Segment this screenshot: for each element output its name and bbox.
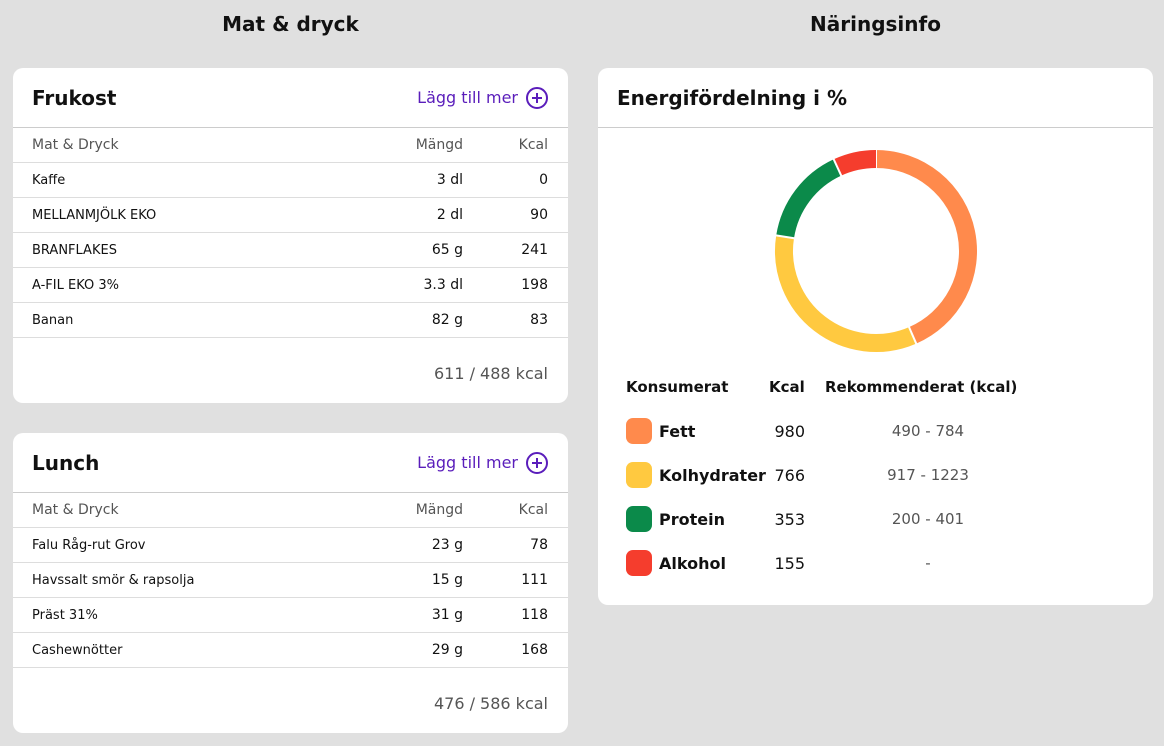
food-name: Falu Råg-rut Grov	[32, 537, 146, 553]
legend-recommended: -	[925, 554, 931, 572]
lunch-title: Lunch	[32, 450, 100, 475]
breakfast-card: Frukost Lägg till mer Mat & Dryck Mängd …	[13, 68, 568, 403]
food-kcal: 241	[521, 242, 548, 258]
food-amount: 15 g	[431, 572, 463, 588]
donut-segment-alkohol	[833, 150, 877, 176]
legend-name: Fett	[659, 422, 696, 441]
legend-kcal: 353	[774, 510, 805, 529]
table-row[interactable]: Cashewnötter 29 g 168	[13, 633, 568, 668]
food-amount: 3 dl	[436, 172, 463, 188]
table-header: Mat & Dryck Mängd Kcal	[13, 493, 568, 528]
energy-donut-chart	[775, 149, 977, 352]
food-kcal: 83	[530, 312, 548, 328]
column-header-kcal: Kcal	[518, 137, 548, 153]
food-kcal: 168	[521, 642, 548, 658]
donut-separator	[907, 325, 918, 345]
table-row[interactable]: Kaffe 3 dl 0	[13, 163, 568, 198]
column-header-food: Mat & Dryck	[32, 137, 119, 153]
food-kcal: 198	[521, 277, 548, 293]
food-kcal: 78	[530, 537, 548, 553]
lunch-total-kcal: 476 / 586 kcal	[433, 694, 548, 713]
lunch-card-header: Lunch Lägg till mer	[13, 433, 568, 493]
food-amount: 3.3 dl	[423, 277, 464, 293]
breakfast-title: Frukost	[32, 85, 117, 110]
food-name: Kaffe	[32, 172, 66, 188]
lunch-add-more-button[interactable]: Lägg till mer	[417, 451, 548, 474]
fat-color-swatch	[626, 418, 652, 444]
energy-title: Energifördelning i %	[617, 85, 848, 110]
food-drink-heading: Mat & dryck	[222, 12, 359, 36]
table-row[interactable]: MELLANMJÖLK EKO 2 dl 90	[13, 198, 568, 233]
table-row[interactable]: Falu Råg-rut Grov 23 g 78	[13, 528, 568, 563]
legend-name: Kolhydrater	[659, 466, 766, 485]
food-name: Präst 31%	[32, 607, 98, 623]
protein-color-swatch	[626, 506, 652, 532]
donut-segment-kolhydrater	[775, 235, 917, 352]
food-amount: 2 dl	[436, 207, 463, 223]
legend-name: Protein	[659, 510, 725, 529]
column-header-food: Mat & Dryck	[32, 502, 119, 518]
food-name: BRANFLAKES	[32, 242, 117, 258]
carbs-color-swatch	[626, 462, 652, 488]
legend-header-consumed: Konsumerat	[626, 378, 729, 396]
breakfast-total-kcal: 611 / 488 kcal	[433, 364, 548, 383]
legend-row-fett: Fett 980 490 - 784	[598, 416, 1153, 446]
energy-card-header: Energifördelning i %	[598, 68, 1153, 128]
nutrition-info-heading: Näringsinfo	[810, 12, 941, 36]
breakfast-card-header: Frukost Lägg till mer	[13, 68, 568, 128]
lunch-card: Lunch Lägg till mer Mat & Dryck Mängd Kc…	[13, 433, 568, 733]
column-header-amount: Mängd	[415, 137, 463, 153]
energy-distribution-card: Energifördelning i % Konsumerat Kcal Rek…	[598, 68, 1153, 605]
legend-recommended: 917 - 1223	[887, 466, 969, 484]
plus-circle-icon[interactable]	[526, 451, 548, 474]
add-more-label: Lägg till mer	[417, 88, 518, 107]
food-name: MELLANMJÖLK EKO	[32, 207, 157, 223]
legend-header-recommended: Rekommenderat (kcal)	[825, 378, 1018, 396]
food-amount: 82 g	[431, 312, 463, 328]
alcohol-color-swatch	[626, 550, 652, 576]
donut-segment-protein	[776, 159, 842, 239]
add-more-label: Lägg till mer	[417, 453, 518, 472]
legend-recommended: 200 - 401	[891, 510, 965, 528]
table-row[interactable]: Havssalt smör & rapsolja 15 g 111	[13, 563, 568, 598]
food-kcal: 118	[521, 607, 548, 623]
table-header: Mat & Dryck Mängd Kcal	[13, 128, 568, 163]
table-row[interactable]: Banan 82 g 83	[13, 303, 568, 338]
column-header-kcal: Kcal	[518, 502, 548, 518]
table-row[interactable]: BRANFLAKES 65 g 241	[13, 233, 568, 268]
donut-segment-fett	[875, 150, 977, 344]
food-name: Banan	[32, 312, 74, 328]
legend-kcal: 766	[774, 466, 805, 485]
legend-recommended: 490 - 784	[891, 422, 965, 440]
food-amount: 29 g	[431, 642, 463, 658]
legend-kcal: 980	[774, 422, 805, 441]
breakfast-add-more-button[interactable]: Lägg till mer	[417, 86, 548, 109]
food-kcal: 90	[530, 207, 548, 223]
table-row[interactable]: Präst 31% 31 g 118	[13, 598, 568, 633]
legend-header-kcal: Kcal	[769, 378, 805, 396]
legend-name: Alkohol	[659, 554, 726, 573]
legend-row-alkohol: Alkohol 155 -	[598, 548, 1153, 578]
food-kcal: 0	[539, 172, 548, 188]
donut-separator	[775, 234, 796, 240]
legend-row-kolhydrater: Kolhydrater 766 917 - 1223	[598, 460, 1153, 490]
food-kcal: 111	[521, 572, 548, 588]
food-name: Havssalt smör & rapsolja	[32, 572, 195, 588]
column-header-amount: Mängd	[415, 502, 463, 518]
donut-separator	[832, 157, 843, 177]
food-name: Cashewnötter	[32, 642, 123, 658]
food-name: A-FIL EKO 3%	[32, 277, 120, 293]
food-amount: 31 g	[431, 607, 463, 623]
food-amount: 65 g	[431, 242, 463, 258]
legend-kcal: 155	[774, 554, 805, 573]
legend-row-protein: Protein 353 200 - 401	[598, 504, 1153, 534]
plus-circle-icon[interactable]	[526, 86, 548, 109]
table-row[interactable]: A-FIL EKO 3% 3.3 dl 198	[13, 268, 568, 303]
food-amount: 23 g	[431, 537, 463, 553]
